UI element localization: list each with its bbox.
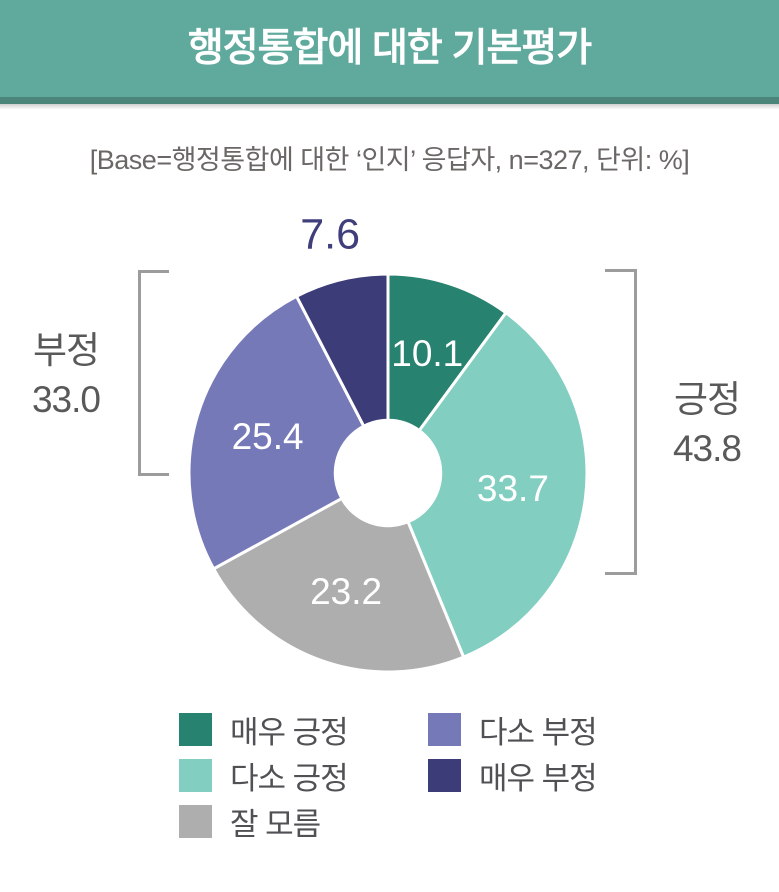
title-banner: 행정통합에 대한 기본평가	[0, 0, 779, 97]
legend-label: 매우 부정	[479, 761, 598, 796]
donut-slice-1	[386, 272, 509, 433]
legend-swatch-icon	[179, 759, 212, 792]
slice-value-label: 10.1	[391, 333, 463, 374]
legend-label: 다소 긍정	[230, 761, 349, 796]
banner-stripe	[0, 97, 779, 104]
donut-slice-5	[294, 272, 390, 429]
legend-label: 다소 부정	[479, 715, 598, 750]
base-note: [Base=행정통합에 대한 ‘인지’ 응답자, n=327, 단위: %]	[89, 145, 690, 175]
negative-group-label: 부정 33.0	[14, 326, 118, 424]
legend-item: 매우 긍정	[179, 713, 349, 750]
legend-label: 잘 모름	[230, 807, 321, 842]
legend-swatch-icon	[428, 759, 461, 792]
donut-chart: 10.1 33.7 23.2 25.4	[187, 272, 589, 674]
donut-slice-3	[211, 496, 466, 674]
legend-label: 매우 긍정	[230, 715, 349, 750]
positive-group-label: 긍정 43.8	[655, 375, 759, 473]
slice-value-label: 25.4	[232, 416, 304, 457]
donut-slice-4	[187, 294, 366, 571]
legend-swatch-icon	[428, 713, 461, 746]
negative-group-name: 부정	[32, 330, 100, 371]
negative-group-bracket	[138, 270, 169, 476]
positive-group-name: 긍정	[673, 379, 741, 420]
positive-group-value: 43.8	[672, 428, 742, 469]
legend-swatch-icon	[179, 805, 212, 838]
legend-swatch-icon	[179, 713, 212, 746]
slice-value-label: 23.2	[310, 571, 382, 612]
legend-item: 다소 부정	[428, 713, 598, 750]
slice-value-label-outside: 7.6	[300, 210, 360, 259]
donut-slice-2	[406, 310, 589, 660]
banner-shadow	[0, 104, 779, 109]
positive-group-bracket	[605, 269, 637, 575]
legend-item: 매우 부정	[428, 759, 598, 796]
slice-value-label: 33.7	[477, 468, 549, 509]
legend-item: 잘 모름	[179, 805, 348, 842]
page-title: 행정통합에 대한 기본평가	[187, 27, 592, 70]
legend-item: 다소 긍정	[179, 759, 349, 796]
negative-group-value: 33.0	[31, 379, 101, 420]
